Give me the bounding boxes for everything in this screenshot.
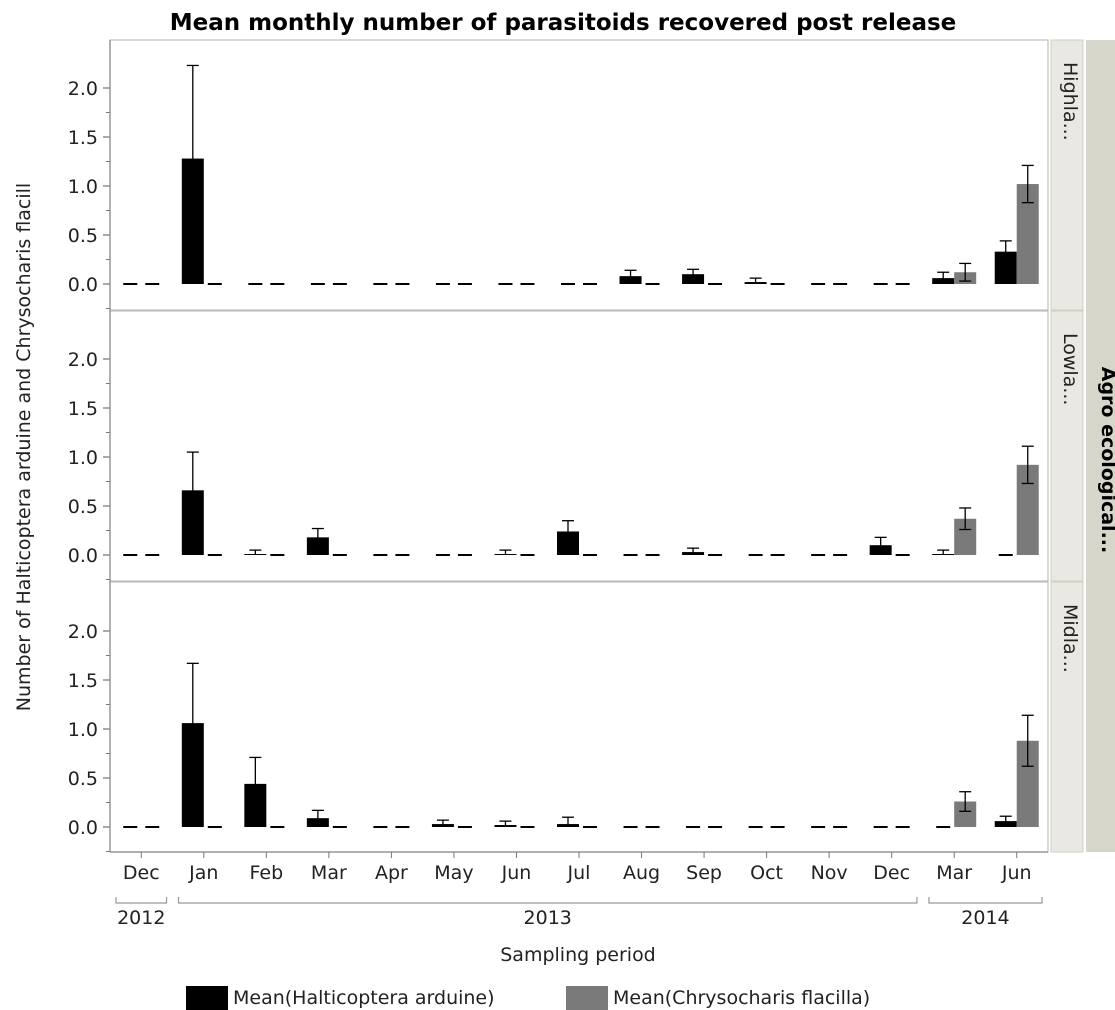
- panel-3: Midla... 0.0 0.5 1.0 1.5 2.0: [68, 582, 1083, 852]
- plot-frame: [110, 40, 1048, 310]
- x-tick-label: Jan: [188, 862, 218, 884]
- y-tick-label: 1.0: [68, 176, 98, 198]
- y-tick-label: 0.0: [68, 817, 98, 839]
- x-axis-title: Sampling period: [500, 944, 656, 966]
- year-bracket: [929, 897, 1042, 903]
- x-axis: Dec Jan Feb Mar Apr May Jun Jul Aug Sep Oct Nov Dec M…: [110, 852, 1048, 929]
- legend-swatch: [566, 986, 608, 1010]
- year-label: 2012: [117, 907, 165, 929]
- y-tick-label: 0.5: [68, 768, 98, 790]
- x-tick-label: Jul: [567, 862, 591, 884]
- year-bracket: [179, 897, 917, 903]
- y-tick-label: 2.0: [68, 349, 98, 371]
- group-strip-label: Agro ecological...: [1097, 367, 1115, 553]
- facet-strip-label: Midla...: [1059, 604, 1081, 673]
- x-tick-label: Mar: [311, 862, 347, 884]
- x-tick-label: Feb: [250, 862, 284, 884]
- x-tick-label: Oct: [750, 862, 783, 884]
- y-tick-label: 1.0: [68, 719, 98, 741]
- x-tick-label: Aug: [623, 862, 660, 884]
- x-tick-label: Dec: [873, 862, 910, 884]
- y-tick-label: 1.0: [68, 447, 98, 469]
- legend-label: Mean(Chrysocharis flacilla): [613, 987, 870, 1009]
- y-tick-label: 1.5: [68, 670, 98, 692]
- year-bracket: [116, 897, 167, 903]
- y-tick-label: 1.5: [68, 127, 98, 149]
- y-tick-label: 2.0: [68, 78, 98, 100]
- x-tick-label: May: [434, 862, 473, 884]
- chart-title: Mean monthly number of parasitoids recov…: [170, 10, 957, 36]
- x-tick-label: Mar: [936, 862, 972, 884]
- x-tick-label: Dec: [123, 862, 160, 884]
- panel-2: Lowla... 0.0 0.5 1.0 1.5 2.0: [68, 311, 1083, 581]
- legend-swatch: [186, 986, 228, 1010]
- x-tick-label: Jun: [501, 862, 532, 884]
- y-tick-label: 0.0: [68, 274, 98, 296]
- facet-strip-label: Highla...: [1059, 62, 1081, 141]
- panel-1: Highla... 0.0 0.5 1.0 1.5 2.0: [68, 40, 1083, 310]
- x-tick-label: Nov: [811, 862, 848, 884]
- year-label: 2014: [961, 907, 1009, 929]
- x-tick-label: Apr: [375, 862, 408, 884]
- x-tick-label: Sep: [686, 862, 722, 884]
- legend-label: Mean(Halticoptera arduine): [233, 987, 495, 1009]
- legend: Mean(Halticoptera arduine) Mean(Chrysocha…: [186, 986, 870, 1010]
- y-tick-label: 1.5: [68, 398, 98, 420]
- year-label: 2013: [524, 907, 572, 929]
- y-tick-label: 0.5: [68, 496, 98, 518]
- y-tick-label: 0.5: [68, 225, 98, 247]
- panels: Highla... 0.0 0.5 1.0 1.5 2.0 Lowla... 0.0 0.5 1.…: [68, 40, 1083, 852]
- facet-strip-label: Lowla...: [1059, 333, 1081, 405]
- y-axis-title: Number of Halticoptera arduine and Chrys…: [13, 183, 35, 711]
- x-tick-label: Jun: [1001, 862, 1032, 884]
- y-tick-label: 2.0: [68, 621, 98, 643]
- y-tick-label: 0.0: [68, 545, 98, 567]
